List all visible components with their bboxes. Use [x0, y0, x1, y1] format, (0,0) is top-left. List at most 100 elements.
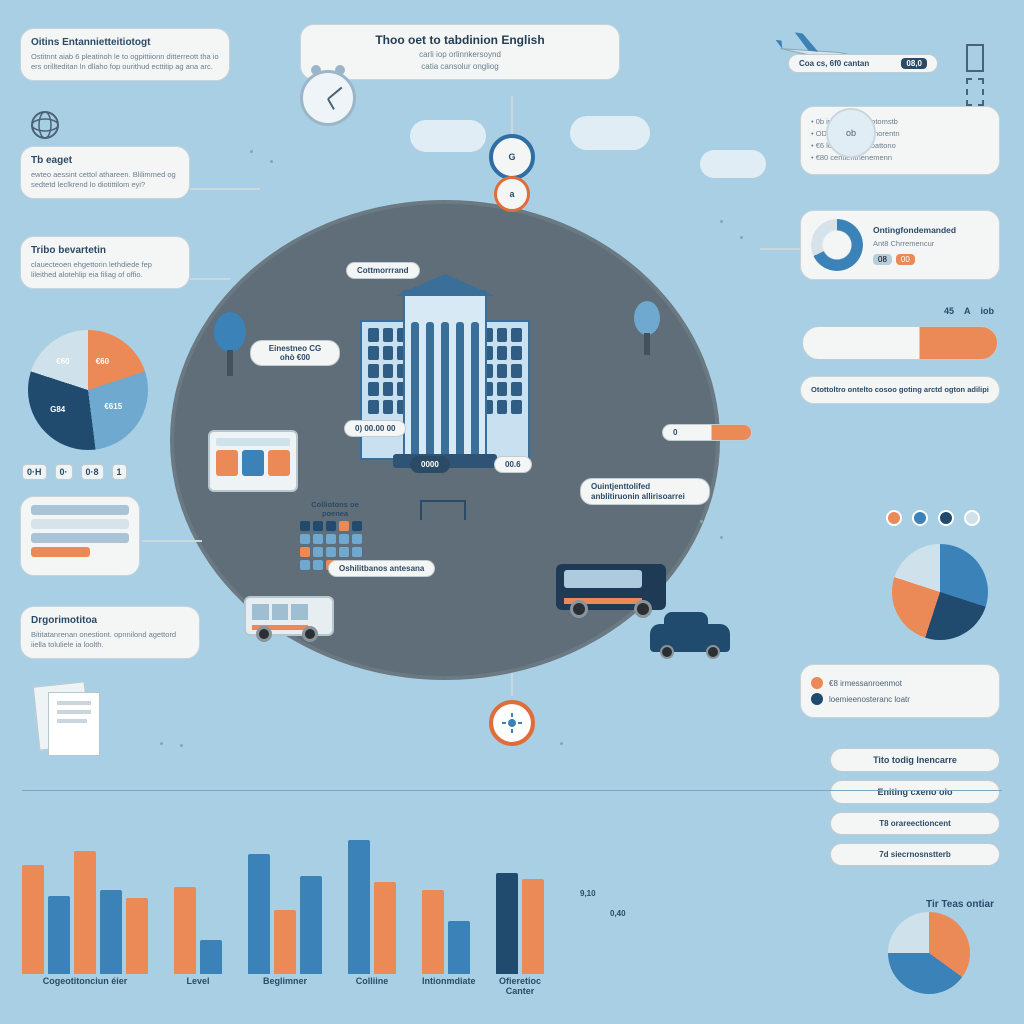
info-pill: 0) 00.00 00: [344, 420, 406, 437]
bullet-item: • €80 centlenthenemenn: [811, 153, 989, 163]
hline-labels: 0·H0·0·81: [22, 464, 127, 480]
pie-slice-label: €60: [96, 357, 109, 366]
tree-icon: [630, 300, 664, 360]
connector-line: [142, 540, 202, 542]
van-icon: [244, 596, 334, 636]
bar: [522, 879, 544, 974]
x-axis-label: Level: [174, 976, 222, 996]
page-title: Thoo oet to tabdinion English: [315, 33, 605, 47]
cloud-icon: [410, 120, 486, 152]
info-pill: Cottmorrrand: [346, 262, 420, 279]
central-scene: Colliotons oe poenea: [170, 200, 720, 680]
cloud-icon: [570, 116, 650, 150]
bar: [74, 851, 96, 974]
legend-row: loemieenosteranc loatr: [811, 693, 989, 705]
left-card-3-title: Tribo bevartetin: [31, 245, 179, 256]
x-axis-label: Beglimner: [248, 976, 322, 996]
bar: [496, 873, 518, 974]
pie-slice-label: €60: [56, 357, 69, 366]
cost-pill-badge: 08,0: [901, 58, 927, 69]
bar: [48, 896, 70, 974]
bar-pair-label-1: 9,10: [580, 889, 596, 898]
left-card-1-title: Oitins Entannietteitiotogt: [31, 37, 219, 48]
legend-row: €8 irmessanroenmot: [811, 677, 989, 689]
calendar-cell: [326, 534, 336, 544]
right-mid-card: Otottoltro ontelto cosoo goting arctd og…: [800, 376, 1000, 404]
speck: [700, 520, 703, 523]
bar: [174, 887, 196, 974]
x-axis-label: Cogeotitonciun éier: [22, 976, 148, 996]
pie-slice-label: G84: [50, 405, 65, 414]
cloud-icon: [700, 150, 766, 178]
donut-sub: Ant8 Chrremencur: [873, 239, 989, 249]
calendar-cell: [326, 547, 336, 557]
mini-box-icon-1: [966, 44, 984, 72]
legend-dot: [811, 693, 823, 705]
bar: [448, 921, 470, 974]
calendar-cell: [352, 521, 362, 531]
speck: [250, 150, 253, 153]
bar-group: [348, 840, 396, 974]
x-axis-label: Colliine: [348, 976, 396, 996]
speck: [180, 744, 183, 747]
pie-slice-label: €615: [104, 402, 122, 411]
connector-line: [190, 188, 260, 190]
speck: [720, 220, 723, 223]
tick-label: 0·: [55, 464, 73, 480]
speck: [740, 236, 743, 239]
stack-btn-1[interactable]: Tito todig lnencarre: [830, 748, 1000, 772]
bar-group: [248, 854, 322, 974]
left-card-1-body: Ostitnnt aiab 6 pleatinoh le to ogpittii…: [31, 52, 219, 72]
tick-label: 0·8: [81, 464, 104, 480]
info-pill: 00.6: [494, 456, 532, 473]
bar: [422, 890, 444, 974]
title-banner: Thoo oet to tabdinion English carli iop …: [300, 24, 620, 80]
color-dot: [886, 510, 902, 526]
globe-icon: [30, 110, 60, 142]
legend-text: €8 irmessanroenmot: [829, 679, 902, 688]
connector-line: [190, 278, 230, 280]
donut-badge-1: 08: [873, 254, 892, 265]
calendar-cell: [352, 547, 362, 557]
left-card-2-title: Tb eaget: [31, 155, 179, 166]
page-subtitle-2: catia cansolur ongliog: [315, 62, 605, 71]
progress-pill: [802, 326, 998, 360]
calendar-label: Colliotons oe poenea: [300, 500, 370, 518]
info-pill: Ouintjenttolifed anblitiruonin allirisoa…: [580, 478, 710, 505]
left-small-card-body: Bititatanrenan onestiont. opnnilond aget…: [31, 630, 189, 650]
left-small-card-title: Drgorimotitoa: [31, 615, 189, 626]
legend-text: loemieenosteranc loatr: [829, 695, 910, 704]
donut-card: Ontingfondemanded Ant8 Chrremencur 08 00: [800, 210, 1000, 280]
left-small-card: Drgorimotitoa Bititatanrenan onestiont. …: [20, 606, 200, 659]
info-pill: Einestneo CG ohò €00: [250, 340, 340, 366]
car-icon: [650, 624, 730, 652]
bar-group: [496, 873, 544, 974]
speck: [270, 160, 273, 163]
speck: [720, 536, 723, 539]
dot-row: [886, 510, 980, 526]
info-pill: 0: [662, 424, 752, 441]
speck: [560, 742, 563, 745]
x-axis-label: Ofieretioc Canter: [496, 976, 544, 996]
connector-line: [760, 248, 800, 250]
mini-box-icon-2: [966, 78, 984, 106]
bar: [126, 898, 148, 974]
bus-icon: [556, 564, 666, 610]
info-pill: 0000: [410, 456, 450, 473]
bar: [300, 876, 322, 974]
mini-table-card: [20, 496, 140, 576]
left-card-2: Tb eaget ewteo aessint cettol athareen. …: [20, 146, 190, 199]
medal-top: G: [489, 134, 535, 180]
medal-bottom: [489, 700, 535, 746]
mini-num-3: iob: [981, 306, 995, 316]
bar-group: [174, 887, 222, 974]
bar-group: [22, 851, 148, 974]
cloud-bubble: ob: [826, 108, 876, 158]
left-card-3-body: clauecteoen ehgettorin lethdiede fep lil…: [31, 260, 179, 280]
color-dot: [938, 510, 954, 526]
calendar-cell: [300, 547, 310, 557]
cost-pill-text: Coa cs, 6f0 cantan: [799, 59, 869, 68]
mini-numbers-row: 45 A iob: [944, 306, 994, 316]
bar: [100, 890, 122, 974]
calendar-cell: [300, 560, 310, 570]
